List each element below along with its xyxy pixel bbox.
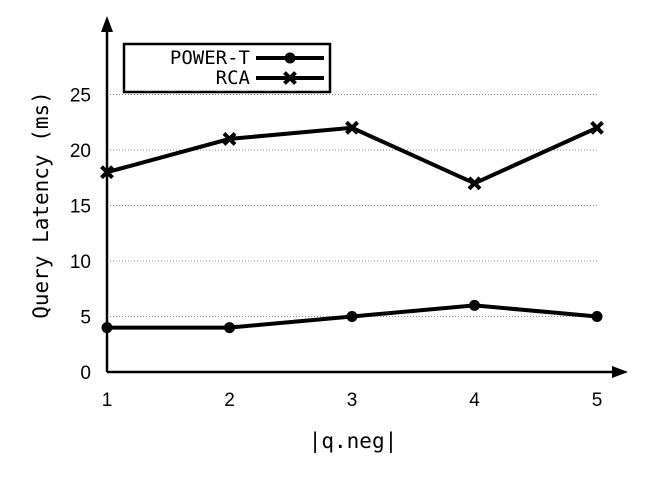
x-tick-label: 3 xyxy=(347,390,358,411)
axes xyxy=(101,16,628,378)
y-axis-arrow xyxy=(101,16,113,32)
marker-stroke xyxy=(345,120,359,135)
y-tick-label: 5 xyxy=(80,308,91,329)
legend-box xyxy=(122,42,332,94)
marker-stroke xyxy=(283,71,297,85)
data-point-rca xyxy=(345,120,359,135)
legend-label-power-t: POWER-T xyxy=(170,47,250,69)
y-tick-label: 0 xyxy=(80,363,91,384)
y-tick-label: 25 xyxy=(70,86,91,107)
tick-labels: 0 5 10 15 20 25 1 2 3 4 5 xyxy=(70,86,602,412)
legend-label-rca: RCA xyxy=(216,67,251,89)
series-group xyxy=(100,120,604,334)
data-point-rca xyxy=(590,120,604,135)
x-axis-title: |q.neg| xyxy=(309,429,398,454)
y-tick-label: 20 xyxy=(70,141,91,162)
y-tick-label: 15 xyxy=(70,197,91,218)
marker-stroke xyxy=(222,131,237,146)
data-point-power-t xyxy=(469,299,480,311)
x-tick-label: 1 xyxy=(102,390,113,411)
x-axis-arrow xyxy=(612,366,628,378)
legend-marker-rca xyxy=(283,71,297,85)
data-point-power-t xyxy=(224,322,235,334)
series-line-rca xyxy=(106,125,598,186)
data-point-power-t xyxy=(346,311,358,322)
marker-stroke xyxy=(467,176,482,191)
y-tick-label: 10 xyxy=(70,252,91,273)
x-tick-label: 5 xyxy=(592,390,603,411)
y-axis-title: Query Latency (ms) xyxy=(29,91,53,319)
x-tick-label: 2 xyxy=(224,390,235,411)
data-point-rca xyxy=(222,131,237,146)
data-point-power-t xyxy=(591,311,603,322)
legend-marker-power-t xyxy=(284,52,296,64)
x-tick-label: 4 xyxy=(469,390,480,411)
marker-stroke xyxy=(590,120,604,135)
data-point-rca xyxy=(467,176,482,191)
